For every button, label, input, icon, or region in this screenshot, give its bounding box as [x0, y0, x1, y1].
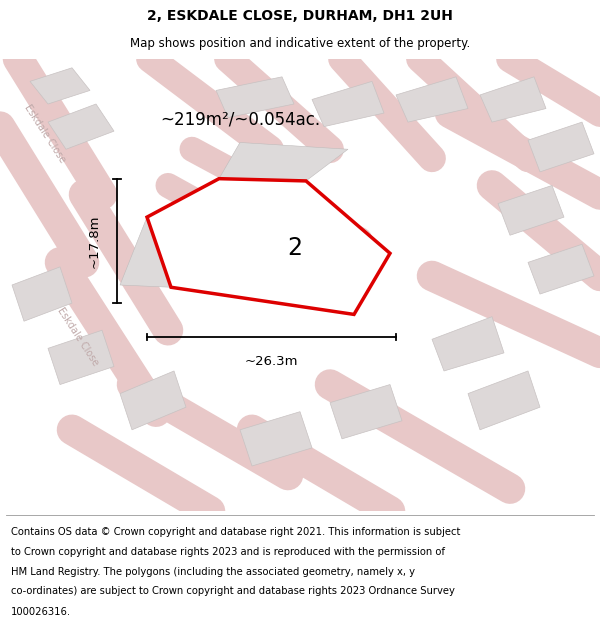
- Polygon shape: [216, 77, 294, 118]
- Polygon shape: [330, 384, 402, 439]
- Text: co-ordinates) are subject to Crown copyright and database rights 2023 Ordnance S: co-ordinates) are subject to Crown copyr…: [11, 586, 455, 596]
- Polygon shape: [120, 371, 186, 430]
- Polygon shape: [240, 412, 312, 466]
- Polygon shape: [12, 267, 72, 321]
- Polygon shape: [30, 68, 90, 104]
- Polygon shape: [396, 77, 468, 122]
- Polygon shape: [468, 371, 540, 430]
- Polygon shape: [498, 186, 564, 235]
- Text: Eskdale Close: Eskdale Close: [22, 102, 68, 164]
- Polygon shape: [120, 217, 171, 288]
- Text: ~26.3m: ~26.3m: [245, 356, 298, 368]
- Polygon shape: [528, 122, 594, 172]
- Text: Contains OS data © Crown copyright and database right 2021. This information is : Contains OS data © Crown copyright and d…: [11, 527, 460, 537]
- Text: to Crown copyright and database rights 2023 and is reproduced with the permissio: to Crown copyright and database rights 2…: [11, 547, 445, 557]
- Polygon shape: [312, 81, 384, 127]
- Polygon shape: [48, 104, 114, 149]
- Polygon shape: [432, 317, 504, 371]
- Text: ~17.8m: ~17.8m: [88, 214, 101, 268]
- Polygon shape: [147, 179, 390, 314]
- Text: HM Land Registry. The polygons (including the associated geometry, namely x, y: HM Land Registry. The polygons (includin…: [11, 566, 415, 576]
- Text: Eskdale Close: Eskdale Close: [55, 306, 101, 368]
- Polygon shape: [48, 330, 114, 384]
- Text: ~219m²/~0.054ac.: ~219m²/~0.054ac.: [160, 111, 320, 129]
- Polygon shape: [219, 142, 348, 181]
- Polygon shape: [528, 244, 594, 294]
- Text: Map shows position and indicative extent of the property.: Map shows position and indicative extent…: [130, 37, 470, 50]
- Polygon shape: [480, 77, 546, 122]
- Text: 100026316.: 100026316.: [11, 608, 71, 618]
- Text: 2, ESKDALE CLOSE, DURHAM, DH1 2UH: 2, ESKDALE CLOSE, DURHAM, DH1 2UH: [147, 9, 453, 23]
- Text: 2: 2: [287, 236, 302, 259]
